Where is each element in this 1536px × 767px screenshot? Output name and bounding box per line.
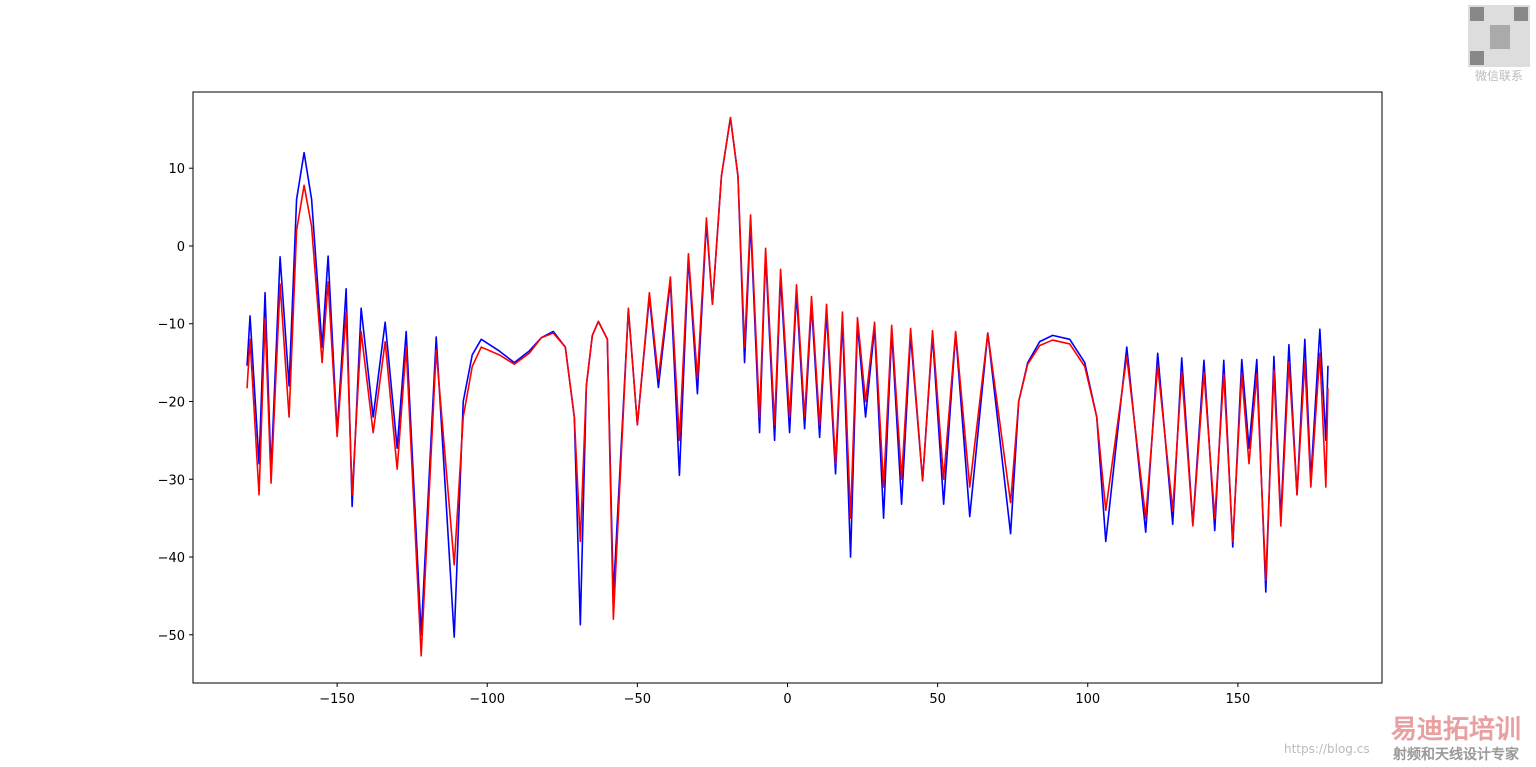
y-tick-label: −10 (158, 318, 185, 333)
x-tick-label: 0 (783, 692, 791, 707)
y-tick-label: −50 (158, 629, 185, 644)
watermark-slogan: 射频和天线设计专家 (1392, 746, 1520, 763)
x-tick-label: −100 (469, 692, 505, 707)
y-tick-label: 0 (177, 240, 185, 255)
y-tick-label: −20 (158, 395, 185, 410)
y-tick-label: −40 (158, 551, 185, 566)
x-tick-label: 150 (1225, 692, 1250, 707)
x-tick-label: 50 (929, 692, 946, 707)
watermark-url: https://blog.cs (1284, 742, 1370, 756)
qr-code (1468, 5, 1530, 67)
y-tick-label: −30 (158, 473, 185, 488)
watermark-brand: 易迪拓培训 (1391, 715, 1521, 745)
x-tick-label: 100 (1075, 692, 1100, 707)
series-line (246, 116, 1329, 657)
x-tick-label: −150 (319, 692, 355, 707)
y-tick-label: 10 (168, 162, 185, 177)
qr-caption: 微信联系 (1475, 69, 1523, 83)
x-tick-label: −50 (624, 692, 651, 707)
